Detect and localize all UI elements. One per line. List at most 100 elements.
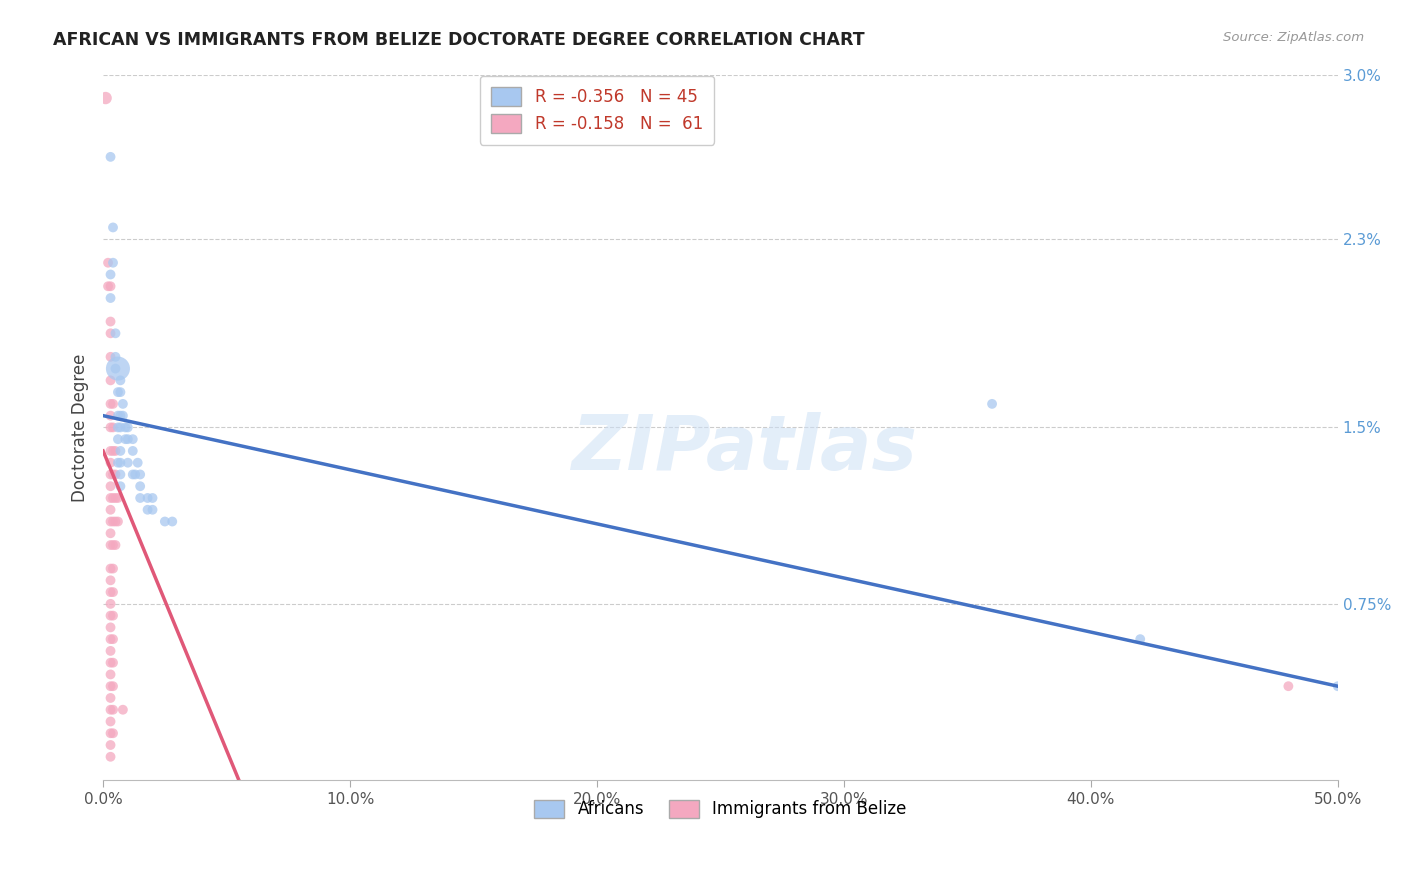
Point: [100, 350, 122, 364]
Point: [153, 515, 176, 529]
Point: [104, 444, 127, 458]
Point: [97, 279, 120, 293]
Point: [107, 361, 129, 376]
Point: [100, 714, 122, 729]
Point: [100, 679, 122, 693]
Point: [127, 456, 149, 470]
Point: [100, 409, 122, 423]
Point: [110, 385, 132, 400]
Point: [100, 397, 122, 411]
Point: [100, 632, 122, 647]
Text: ZIPatlas: ZIPatlas: [572, 411, 918, 485]
Point: [104, 491, 127, 505]
Point: [101, 538, 124, 552]
Point: [107, 409, 129, 423]
Point: [100, 656, 122, 670]
Point: [100, 456, 122, 470]
Point: [101, 467, 124, 482]
Point: [101, 726, 124, 740]
Point: [101, 703, 124, 717]
Point: [100, 690, 122, 705]
Point: [101, 656, 124, 670]
Point: [101, 397, 124, 411]
Point: [114, 420, 136, 434]
Point: [100, 467, 122, 482]
Point: [101, 444, 124, 458]
Point: [100, 150, 122, 164]
Point: [110, 467, 132, 482]
Point: [100, 291, 122, 305]
Point: [107, 491, 129, 505]
Point: [110, 479, 132, 493]
Point: [107, 515, 129, 529]
Point: [94, 91, 117, 105]
Point: [101, 608, 124, 623]
Point: [100, 526, 122, 541]
Point: [110, 409, 132, 423]
Point: [1277, 679, 1299, 693]
Point: [100, 585, 122, 599]
Text: AFRICAN VS IMMIGRANTS FROM BELIZE DOCTORATE DEGREE CORRELATION CHART: AFRICAN VS IMMIGRANTS FROM BELIZE DOCTOR…: [53, 31, 865, 49]
Point: [101, 561, 124, 575]
Point: [129, 479, 152, 493]
Point: [100, 279, 122, 293]
Text: Source: ZipAtlas.com: Source: ZipAtlas.com: [1223, 31, 1364, 45]
Point: [100, 667, 122, 681]
Point: [129, 467, 152, 482]
Point: [141, 491, 163, 505]
Point: [104, 326, 127, 341]
Point: [100, 515, 122, 529]
Point: [104, 538, 127, 552]
Point: [114, 432, 136, 446]
Point: [101, 632, 124, 647]
Point: [100, 268, 122, 282]
Point: [100, 574, 122, 588]
Point: [104, 467, 127, 482]
Point: [110, 373, 132, 387]
Point: [100, 738, 122, 752]
Point: [110, 420, 132, 434]
Point: [111, 397, 134, 411]
Point: [121, 467, 143, 482]
Point: [104, 350, 127, 364]
Point: [1326, 679, 1348, 693]
Point: [101, 256, 124, 270]
Point: [100, 608, 122, 623]
Point: [100, 749, 122, 764]
Point: [129, 491, 152, 505]
Point: [141, 502, 163, 516]
Y-axis label: Doctorate Degree: Doctorate Degree: [72, 353, 89, 501]
Point: [100, 420, 122, 434]
Point: [100, 326, 122, 341]
Point: [100, 561, 122, 575]
Point: [1129, 632, 1152, 647]
Point: [107, 456, 129, 470]
Point: [100, 597, 122, 611]
Point: [107, 432, 129, 446]
Point: [100, 491, 122, 505]
Point: [100, 479, 122, 493]
Point: [100, 444, 122, 458]
Point: [101, 420, 124, 434]
Point: [162, 515, 184, 529]
Point: [100, 726, 122, 740]
Point: [121, 432, 143, 446]
Point: [101, 220, 124, 235]
Point: [100, 538, 122, 552]
Point: [100, 644, 122, 658]
Point: [117, 420, 139, 434]
Point: [107, 420, 129, 434]
Point: [124, 467, 146, 482]
Point: [101, 515, 124, 529]
Point: [107, 385, 129, 400]
Point: [110, 444, 132, 458]
Legend: Africans, Immigrants from Belize: Africans, Immigrants from Belize: [527, 793, 914, 825]
Point: [101, 585, 124, 599]
Point: [110, 456, 132, 470]
Point: [100, 502, 122, 516]
Point: [100, 620, 122, 634]
Point: [97, 256, 120, 270]
Point: [111, 703, 134, 717]
Point: [117, 456, 139, 470]
Point: [100, 703, 122, 717]
